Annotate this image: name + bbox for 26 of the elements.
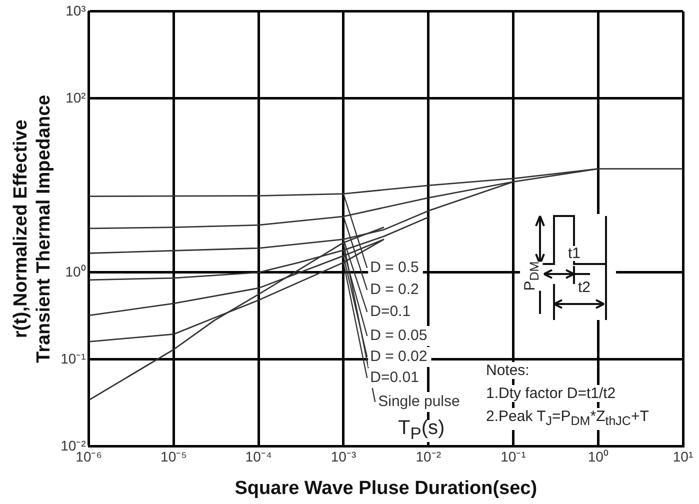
- y-tick-label: 10²: [66, 89, 86, 106]
- annotation: t2: [578, 279, 591, 296]
- x-tick-label: 10¹: [672, 448, 694, 465]
- text: D = 0.02: [370, 348, 428, 366]
- x-tick-label: 10⁻⁵: [160, 448, 187, 465]
- annotation: Notes:: [486, 362, 530, 379]
- annotation: 2.Peak T$_{J}$=P$_{DM}$*Z$_{thJC}$+T: [486, 408, 649, 430]
- y-tick-label: 10⁻¹: [60, 350, 86, 366]
- x-tick-label: 10⁻²: [416, 448, 442, 465]
- y-axis-title: r(t),Normalized Effective Transient Thermal Impedance: [10, 94, 54, 363]
- text: D=0.01: [370, 369, 419, 386]
- text: D = 0.2: [370, 281, 419, 298]
- x-axis-title: Square Wave Pluse Duration(sec): [234, 478, 538, 499]
- text: D = 0.5: [370, 259, 419, 276]
- annotation: 1.Dty factor D=t1/t2: [486, 385, 616, 402]
- y-tick-label: 10⁰: [65, 263, 86, 280]
- text: D=0.1: [370, 303, 411, 320]
- y-tick-label: 10³: [66, 2, 86, 18]
- x-tick-label: 10⁻³: [330, 448, 356, 465]
- annotation: T$_{P}$(s): [398, 417, 445, 443]
- text: D = 0.05: [370, 327, 428, 344]
- annotation: t1: [568, 245, 581, 262]
- x-tick-label: 10⁻⁴: [245, 448, 272, 465]
- x-tick-label: 10⁻¹: [500, 448, 526, 465]
- text: Single pulse: [378, 393, 460, 410]
- x-tick-label: 10⁰: [588, 448, 608, 465]
